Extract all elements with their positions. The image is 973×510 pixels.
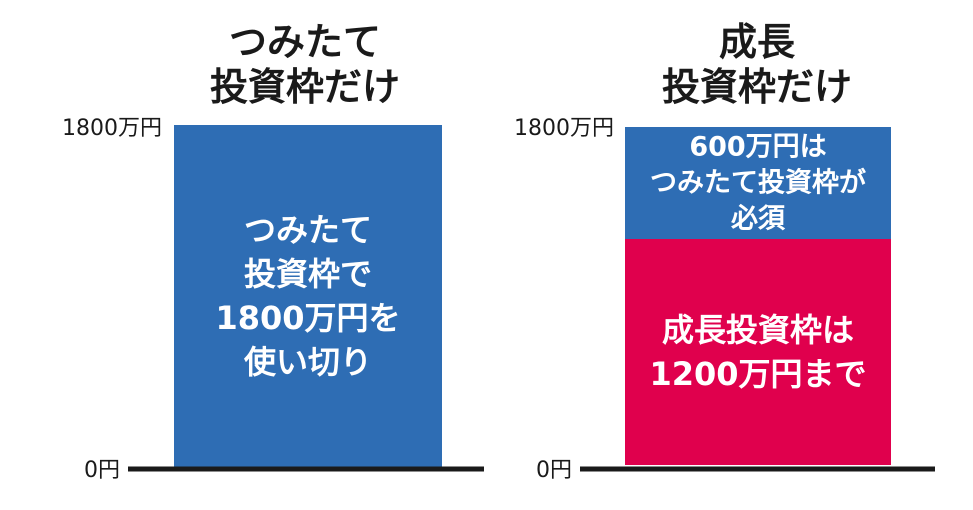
bar-data-label: 投資枠で — [244, 255, 372, 293]
y-tick-label-bottom: 0円 — [84, 458, 120, 483]
bar-data-label: 600万円は — [689, 132, 826, 163]
panel-title-line-2: 投資枠だけ — [210, 65, 400, 109]
bar-segment — [625, 127, 891, 239]
panel-title-line-2: 投資枠だけ — [662, 65, 852, 109]
bar-segment — [625, 239, 891, 465]
bar-segment — [174, 125, 442, 467]
bar-data-label: つみたて — [244, 211, 372, 249]
y-tick-label-bottom: 0円 — [536, 458, 572, 483]
bar-data-label: つみたて投資枠が — [650, 167, 866, 199]
y-tick-label-top: 1800万円 — [62, 116, 162, 141]
bar-data-label: 必須 — [731, 204, 786, 235]
bar-data-label: 1800万円を — [215, 299, 400, 337]
panel-title-line-1: つみたて — [229, 20, 381, 64]
panel-growth: 成長 投資枠だけ 1800万円 0円 成長投資枠は 1200万円まで 600万円はつ… — [514, 20, 935, 483]
panel-title-line-1: 成長 — [719, 20, 796, 64]
bar-data-label: 成長投資枠は — [662, 311, 854, 349]
bar-data-label: 使い切り — [243, 343, 372, 381]
y-tick-label-top: 1800万円 — [514, 116, 614, 141]
bar-data-label: 1200万円まで — [649, 355, 866, 393]
